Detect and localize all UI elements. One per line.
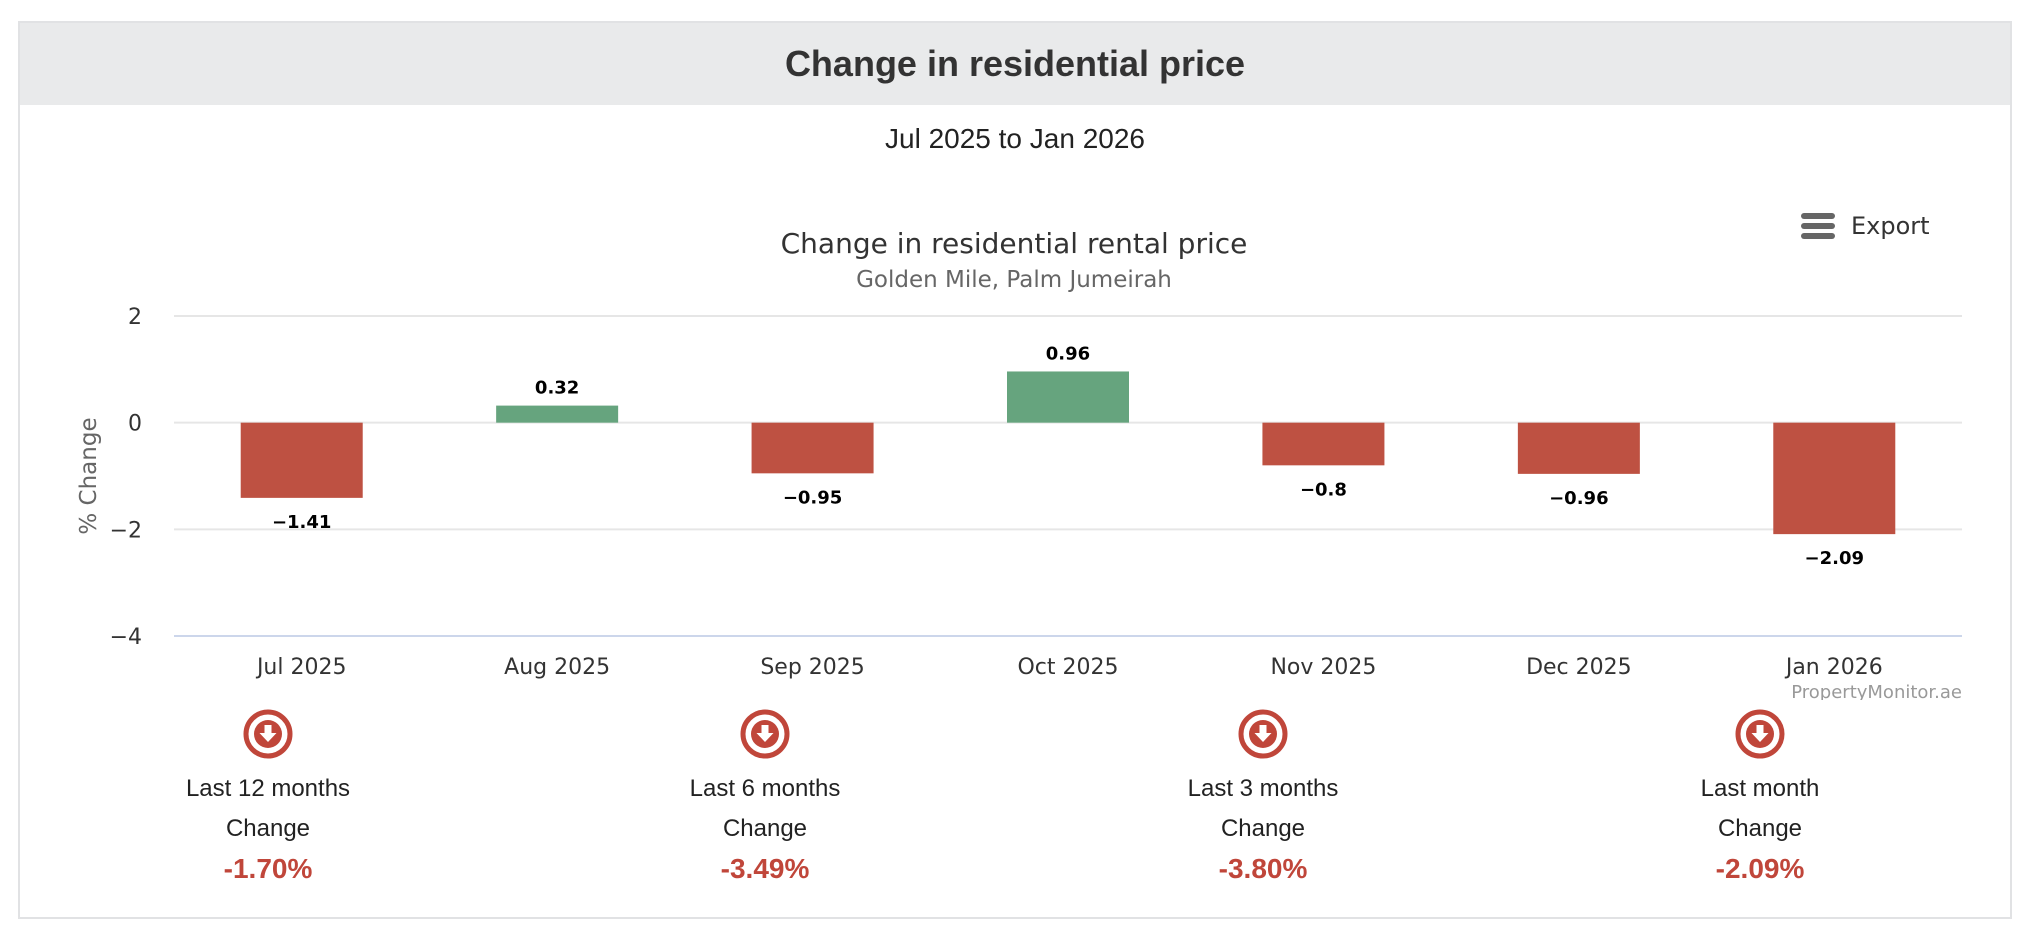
data-label: −2.09 bbox=[1805, 548, 1865, 569]
stat-value: -3.49% bbox=[720, 853, 810, 884]
rental-price-chart: Change in residential rental price Golden… bbox=[76, 227, 1962, 700]
bar bbox=[240, 422, 363, 498]
export-button[interactable]: Export bbox=[1801, 212, 1930, 240]
stat-caption: Change bbox=[1717, 815, 1803, 842]
y-tick-label: −2 bbox=[110, 518, 142, 543]
x-tick-label: Aug 2025 bbox=[504, 655, 610, 680]
panel-title: Change in residential price bbox=[784, 43, 1246, 84]
data-label: −1.41 bbox=[272, 512, 332, 533]
data-label: −0.96 bbox=[1549, 488, 1609, 509]
stat-period: Last month bbox=[1700, 775, 1820, 802]
period-label: Jul 2025 to Jan 2026 bbox=[885, 123, 1145, 154]
stat-last-12-months: Last 12 months Change -1.70% bbox=[118, 708, 418, 886]
arrow-down-circle-icon bbox=[1735, 709, 1785, 759]
x-tick-label: Sep 2025 bbox=[760, 655, 864, 680]
bar bbox=[1262, 422, 1385, 466]
hamburger-menu-icon bbox=[1801, 213, 1835, 239]
x-tick-label: Jul 2025 bbox=[255, 655, 347, 680]
export-label: Export bbox=[1851, 212, 1930, 240]
panel-header: Change in residential price bbox=[20, 23, 2010, 105]
stat-value: -2.09% bbox=[1715, 853, 1805, 884]
stat-caption: Change bbox=[1220, 815, 1306, 842]
chart-credits: PropertyMonitor.ae bbox=[1791, 682, 1962, 700]
stat-caption: Change bbox=[225, 815, 311, 842]
stat-last-month: Last month Change -2.09% bbox=[1610, 708, 1910, 886]
data-label: −0.95 bbox=[783, 487, 843, 508]
bar bbox=[1773, 422, 1896, 535]
chart-subtitle: Golden Mile, Palm Jumeirah bbox=[856, 267, 1172, 293]
arrow-down-circle-icon bbox=[243, 709, 293, 759]
stat-value: -1.70% bbox=[223, 853, 313, 884]
chart-title: Change in residential rental price bbox=[781, 227, 1248, 260]
y-tick-label: 0 bbox=[128, 412, 142, 437]
data-label: −0.8 bbox=[1300, 479, 1347, 500]
stat-period: Last 12 months bbox=[185, 775, 351, 802]
stat-value: -3.80% bbox=[1218, 853, 1308, 884]
bar bbox=[751, 422, 874, 474]
x-tick-label: Jan 2026 bbox=[1784, 655, 1883, 680]
arrow-down-circle-icon bbox=[740, 709, 790, 759]
x-tick-label: Nov 2025 bbox=[1270, 655, 1376, 680]
arrow-down-circle-icon bbox=[1238, 709, 1288, 759]
y-axis-title: % Change bbox=[76, 417, 102, 534]
stat-last-3-months: Last 3 months Change -3.80% bbox=[1113, 708, 1413, 886]
stat-period: Last 6 months bbox=[689, 775, 841, 802]
x-tick-label: Oct 2025 bbox=[1017, 655, 1118, 680]
x-tick-label: Dec 2025 bbox=[1526, 655, 1632, 680]
bar bbox=[1517, 422, 1640, 474]
data-label: 0.32 bbox=[535, 378, 579, 399]
stat-last-6-months: Last 6 months Change -3.49% bbox=[615, 708, 915, 886]
stat-period: Last 3 months bbox=[1187, 775, 1339, 802]
data-label: 0.96 bbox=[1046, 343, 1090, 364]
y-tick-label: 2 bbox=[128, 305, 142, 330]
y-tick-label: −4 bbox=[110, 625, 142, 650]
bar bbox=[496, 405, 619, 423]
bar bbox=[1007, 371, 1129, 423]
stat-caption: Change bbox=[722, 815, 808, 842]
